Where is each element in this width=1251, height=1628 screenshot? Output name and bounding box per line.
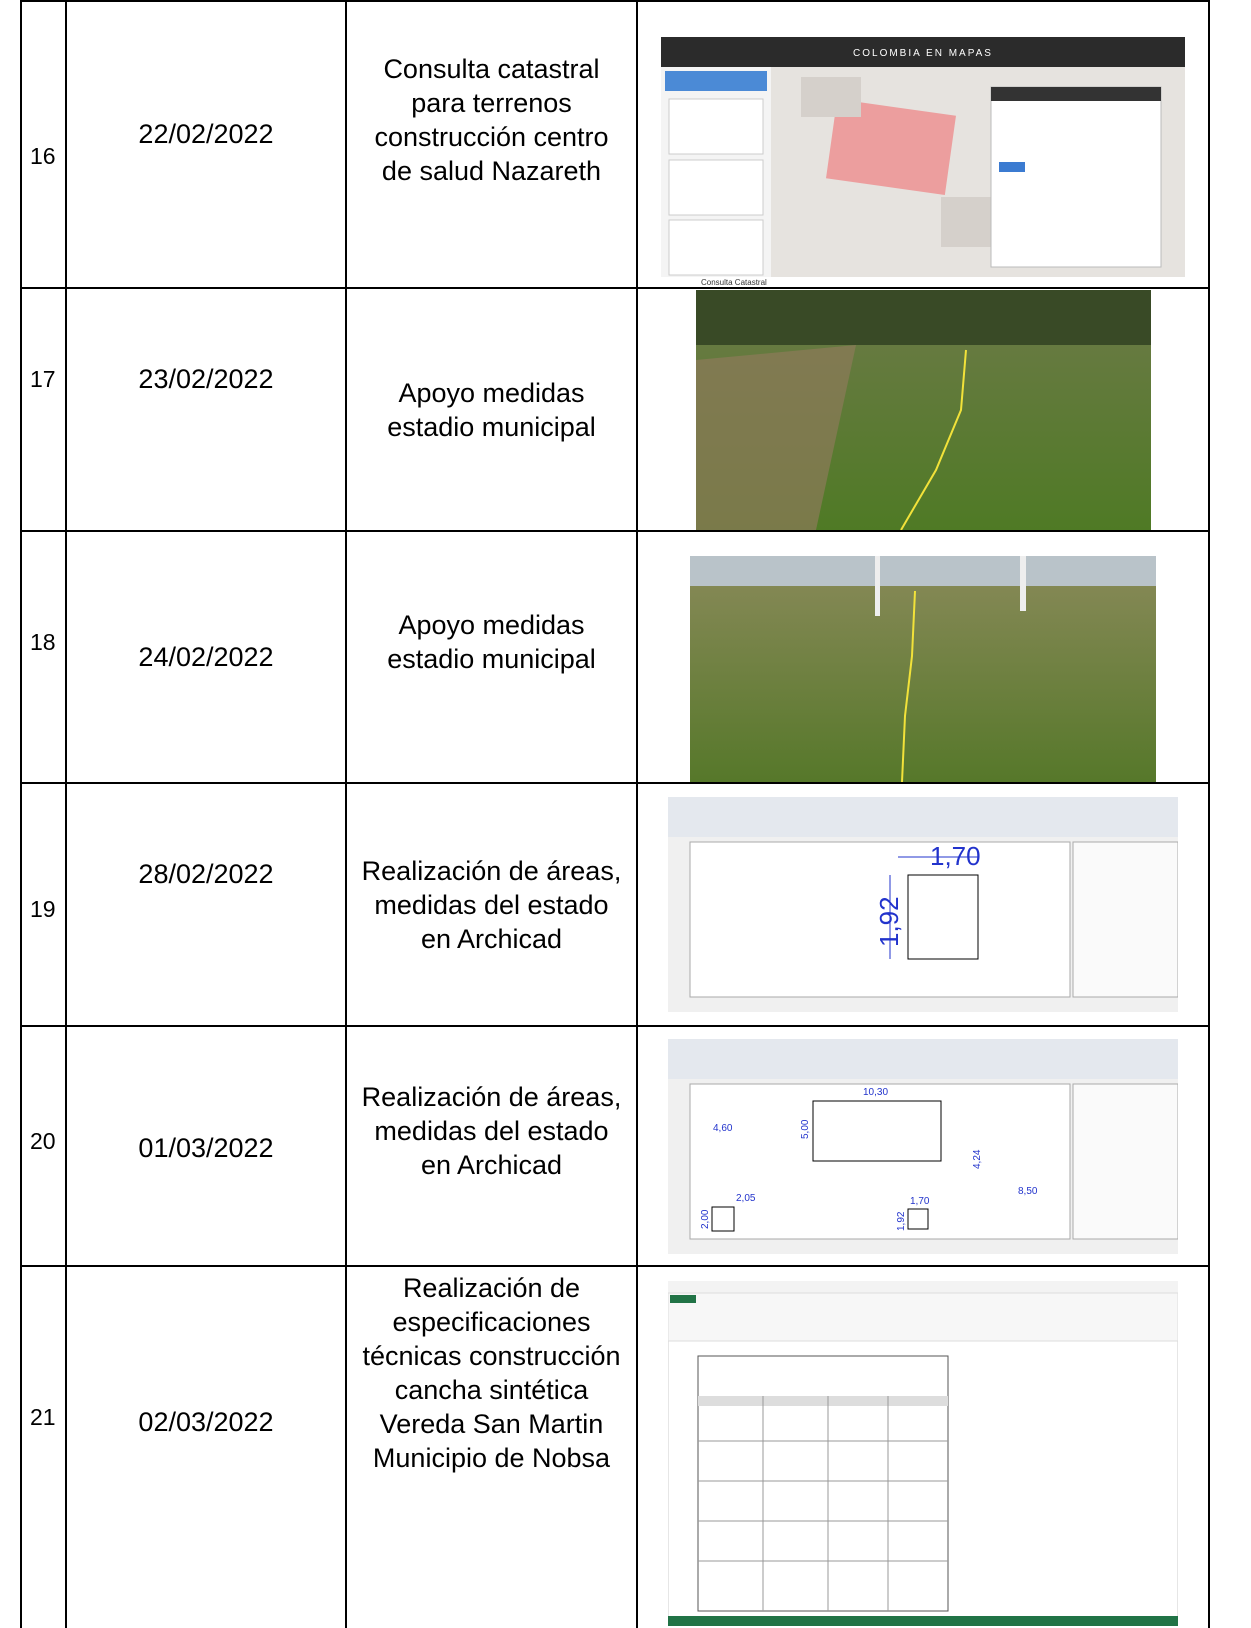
activity-table: 16 22/02/2022 Consulta catastral para te… [20,0,1210,1628]
dimension-label: 4,60 [713,1123,733,1134]
row-number: 17 [22,289,67,530]
map-title: COLOMBIA EN MAPAS [853,48,993,59]
image-cell: COLOMBIA EN MAPAS Consulta Catastral [638,2,1210,287]
dimension-label: 1,70 [930,841,981,871]
dimension-label: 8,50 [1018,1186,1038,1197]
row-activity: Consulta catastral para terrenos constru… [347,2,638,287]
row-date: 23/02/2022 [67,289,347,530]
dimension-label: 1,92 [874,896,904,947]
row-activity: Realización de áreas, medidas del estado… [347,1027,638,1265]
row-activity: Realización de especificaciones técnicas… [347,1267,638,1628]
table-row: 19 28/02/2022 Realización de áreas, medi… [22,784,1210,1027]
image-cell [638,1267,1210,1628]
dimension-label: 4,24 [972,1149,983,1169]
archicad-screenshot: 1,70 1,92 [668,797,1178,1012]
row-date: 28/02/2022 [67,784,347,1025]
dimension-label: 5,00 [800,1119,811,1139]
row-date: 24/02/2022 [67,532,347,782]
map-caption: Consulta Catastral [701,278,767,287]
table-row: 16 22/02/2022 Consulta catastral para te… [22,2,1210,289]
image-cell [638,289,1210,530]
field-photo [690,556,1156,782]
row-number: 20 [22,1027,67,1265]
archicad-screenshot: 10,30 5,00 4,60 4,24 8,50 2,05 2,00 1,70… [668,1038,1178,1254]
image-cell: 10,30 5,00 4,60 4,24 8,50 2,05 2,00 1,70… [638,1027,1210,1265]
dimension-label: 2,00 [700,1209,711,1229]
row-number: 19 [22,784,67,1025]
dimension-label: 1,92 [896,1211,907,1231]
row-activity: Realización de áreas, medidas del estado… [347,784,638,1025]
table-row: 18 24/02/2022 Apoyo medidas estadio muni… [22,532,1210,784]
table-row: 20 01/03/2022 Realización de áreas, medi… [22,1027,1210,1267]
table-row: 17 23/02/2022 Apoyo medidas estadio muni… [22,289,1210,532]
row-activity: Apoyo medidas estadio municipal [347,532,638,782]
row-date: 02/03/2022 [67,1267,347,1628]
dimension-label: 10,30 [863,1087,888,1098]
row-activity: Apoyo medidas estadio municipal [347,289,638,530]
excel-screenshot [668,1281,1178,1626]
field-photo [695,289,1151,530]
dimension-label: 2,05 [736,1193,756,1204]
dimension-label: 1,70 [910,1196,930,1207]
row-number: 21 [22,1267,67,1628]
row-date: 01/03/2022 [67,1027,347,1265]
table-row: 21 02/03/2022 Realización de especificac… [22,1267,1210,1628]
row-number: 16 [22,2,67,287]
image-cell [638,532,1210,782]
row-date: 22/02/2022 [67,2,347,287]
map-screenshot: COLOMBIA EN MAPAS Consulta Catastral [661,37,1185,287]
image-cell: 1,70 1,92 [638,784,1210,1025]
row-number: 18 [22,532,67,782]
